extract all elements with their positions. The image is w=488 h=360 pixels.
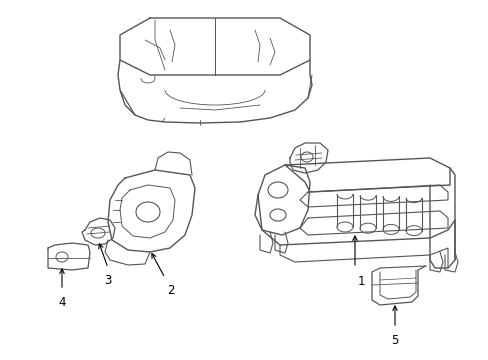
- Text: 3: 3: [104, 274, 111, 287]
- Text: 2: 2: [167, 284, 174, 297]
- Text: 1: 1: [357, 275, 365, 288]
- Text: 4: 4: [58, 296, 65, 309]
- Text: 5: 5: [390, 334, 398, 347]
